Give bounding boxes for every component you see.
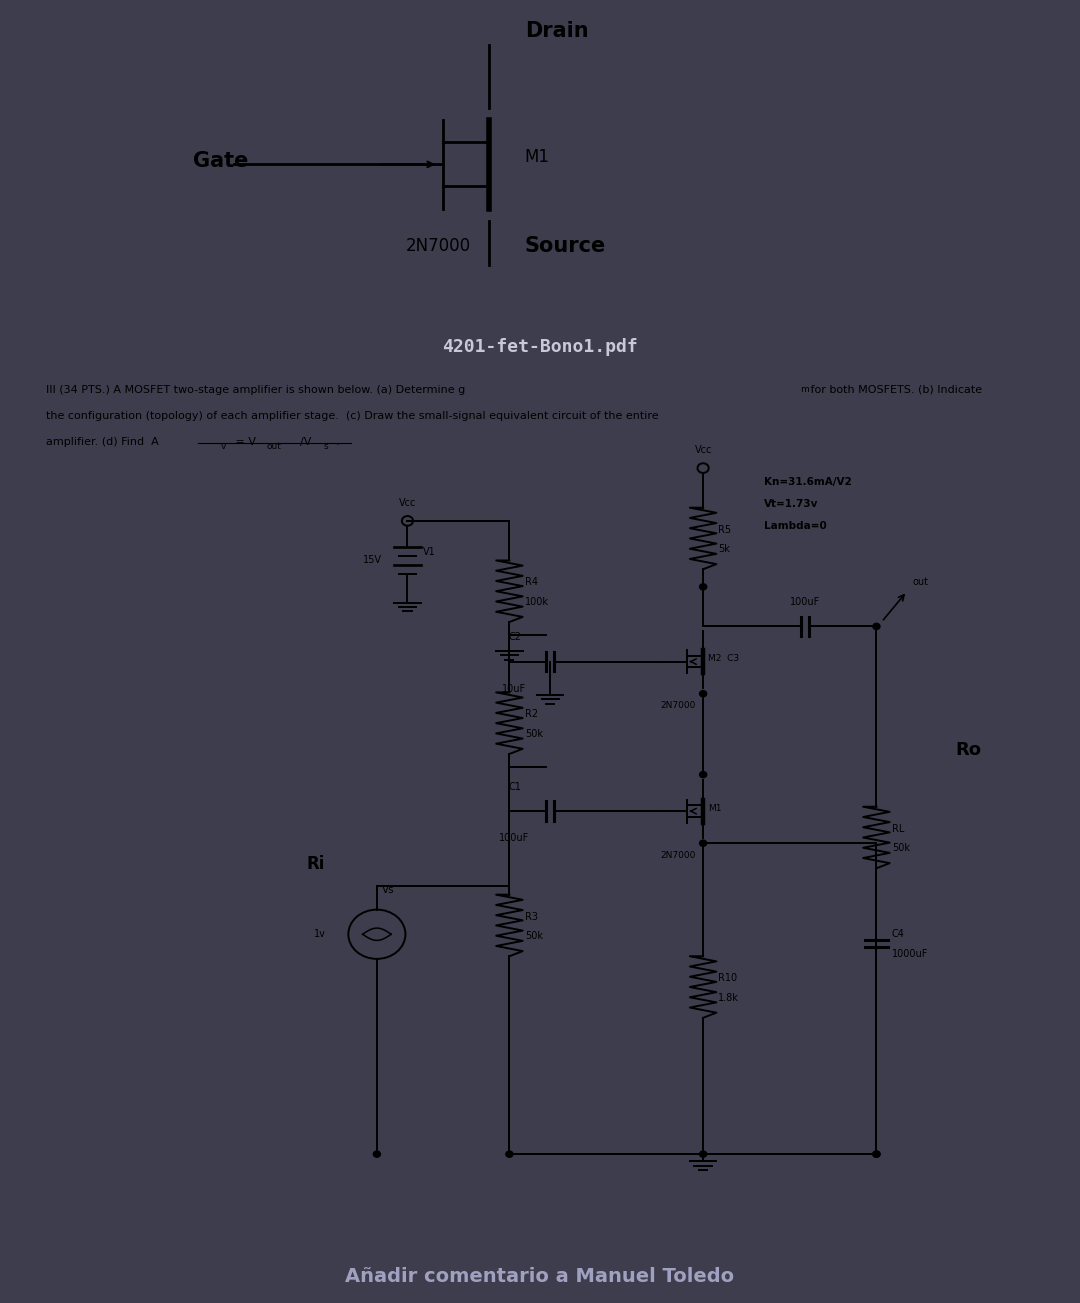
- Text: 100k: 100k: [525, 597, 549, 607]
- Text: 2N7000: 2N7000: [660, 851, 696, 860]
- Text: Ro: Ro: [955, 740, 982, 758]
- Text: M1: M1: [525, 147, 550, 165]
- Circle shape: [700, 584, 706, 590]
- Text: 1.8k: 1.8k: [718, 993, 740, 1002]
- Text: 50k: 50k: [525, 932, 543, 941]
- Text: C2: C2: [508, 632, 521, 642]
- Text: v: v: [221, 442, 227, 451]
- Text: C1: C1: [508, 782, 521, 792]
- Circle shape: [873, 1151, 880, 1157]
- Text: III (34 PTS.) A MOSFET two-stage amplifier is shown below. (a) Determine g: III (34 PTS.) A MOSFET two-stage amplifi…: [45, 384, 464, 395]
- Text: R2: R2: [525, 709, 538, 719]
- Circle shape: [374, 1151, 380, 1157]
- Text: R3: R3: [525, 912, 538, 921]
- Text: Drain: Drain: [525, 21, 589, 42]
- Text: amplifier. (d) Find  A: amplifier. (d) Find A: [45, 438, 159, 447]
- Text: 15V: 15V: [363, 555, 382, 566]
- Text: Vcc: Vcc: [694, 444, 712, 455]
- Text: R5: R5: [718, 525, 731, 534]
- Text: .: .: [336, 438, 340, 447]
- Text: out: out: [913, 577, 928, 586]
- Text: R4: R4: [525, 577, 538, 588]
- Text: m: m: [800, 384, 809, 394]
- Text: s: s: [324, 442, 328, 451]
- Circle shape: [873, 623, 880, 629]
- Circle shape: [700, 840, 706, 847]
- Circle shape: [873, 1151, 880, 1157]
- Circle shape: [700, 691, 706, 697]
- Circle shape: [700, 771, 706, 778]
- Text: = V: = V: [232, 438, 256, 447]
- Text: Ri: Ri: [307, 855, 325, 873]
- Text: C4: C4: [892, 929, 905, 939]
- Text: Añadir comentario a Manuel Toledo: Añadir comentario a Manuel Toledo: [346, 1268, 734, 1286]
- Circle shape: [505, 1151, 513, 1157]
- Text: for both MOSFETS. (b) Indicate: for both MOSFETS. (b) Indicate: [807, 384, 982, 395]
- Circle shape: [700, 1151, 706, 1157]
- Text: 1000uF: 1000uF: [892, 949, 928, 959]
- Text: the configuration (topology) of each amplifier stage.  (c) Draw the small-signal: the configuration (topology) of each amp…: [45, 410, 658, 421]
- Text: 2N7000: 2N7000: [660, 701, 696, 710]
- Text: out: out: [267, 442, 282, 451]
- Text: 100uF: 100uF: [499, 833, 529, 843]
- Text: Kn=31.6mA/V2: Kn=31.6mA/V2: [765, 477, 852, 487]
- Text: R10: R10: [718, 973, 738, 984]
- Text: 100uF: 100uF: [789, 597, 820, 607]
- Text: 50k: 50k: [892, 843, 909, 853]
- Text: Source: Source: [525, 236, 606, 257]
- Text: 4201-fet-Bono1.pdf: 4201-fet-Bono1.pdf: [442, 337, 638, 356]
- Text: /V: /V: [300, 438, 312, 447]
- Text: Vcc: Vcc: [399, 498, 416, 508]
- Text: 5k: 5k: [718, 545, 730, 554]
- Text: M1: M1: [708, 804, 721, 813]
- Text: Lambda=0: Lambda=0: [765, 521, 827, 530]
- Text: 10uF: 10uF: [502, 684, 527, 693]
- Text: Vs: Vs: [382, 885, 394, 895]
- Text: 50k: 50k: [525, 728, 543, 739]
- Text: V1: V1: [422, 547, 435, 556]
- Text: 2N7000: 2N7000: [405, 237, 471, 255]
- Text: Vt=1.73v: Vt=1.73v: [765, 499, 819, 509]
- Text: 1v: 1v: [314, 929, 326, 939]
- Text: RL: RL: [892, 823, 904, 834]
- Text: M2  C3: M2 C3: [708, 654, 740, 663]
- Text: Gate: Gate: [193, 151, 248, 171]
